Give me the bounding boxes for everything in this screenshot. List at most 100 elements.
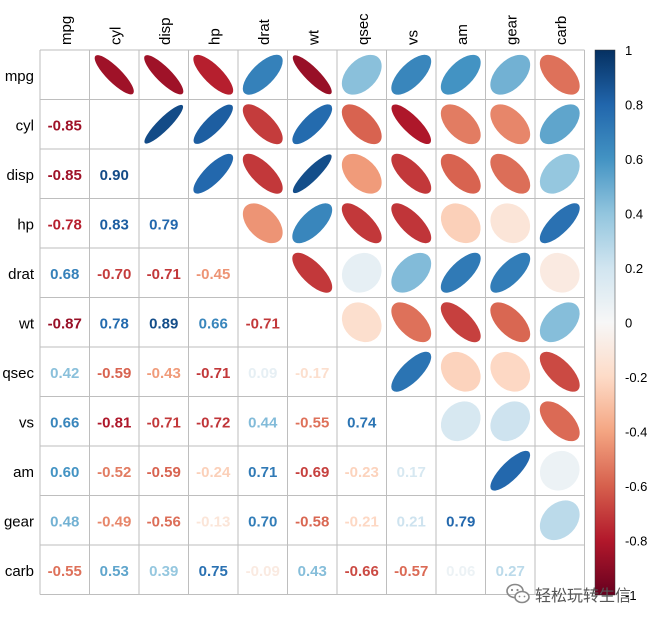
coef-carb-mpg: -0.55 (48, 563, 82, 580)
ellipse-am-gear (490, 450, 531, 491)
ellipse-cyl-qsec (341, 104, 382, 145)
ellipse-disp-gear (490, 153, 531, 194)
col-label-gear: gear (503, 15, 520, 45)
ellipse-disp-hp (193, 153, 234, 194)
coef-gear-disp: -0.56 (147, 513, 181, 530)
coef-am-drat: 0.71 (248, 464, 277, 481)
coef-qsec-mpg: 0.42 (50, 365, 79, 382)
coef-gear-drat: 0.70 (248, 513, 277, 530)
ellipse-mpg-carb (539, 54, 580, 95)
col-label-vs: vs (404, 30, 421, 45)
matrix-grid (39, 49, 585, 595)
matrix-cells: -0.85 -0.85 0.90 -0.78 0.83 0.79 0.68 -0.70 -0.7… (48, 54, 580, 580)
legend-tick-label: 0 (625, 316, 632, 331)
coef-carb-hp: 0.75 (199, 563, 228, 580)
color-legend: 1 0.8 0.6 0.4 0.2 0 -0.2 -0.4 -0.6 -0.8 -1 (594, 43, 647, 603)
coef-drat-cyl: -0.70 (97, 266, 131, 283)
ellipse-gear-carb (539, 500, 580, 541)
column-labels: mpg cyl disp hp drat wt qsec vs am gear carb (58, 13, 570, 46)
ellipse-am-carb (539, 450, 580, 491)
legend-tick-label: -0.2 (625, 370, 647, 385)
coef-carb-wt: 0.43 (298, 563, 327, 580)
ellipse-disp-drat (242, 153, 283, 194)
ellipse-qsec-gear (490, 351, 531, 392)
coef-am-cyl: -0.52 (97, 464, 131, 481)
row-label-mpg: mpg (5, 68, 34, 85)
ellipse-wt-carb (539, 302, 580, 343)
ellipse-mpg-disp (144, 55, 184, 95)
coef-am-wt: -0.69 (295, 464, 329, 481)
legend-tick-label: -0.8 (625, 534, 647, 549)
coef-hp-mpg: -0.78 (48, 216, 82, 233)
coef-carb-am: 0.06 (446, 563, 475, 580)
ellipse-drat-vs (391, 252, 432, 293)
row-label-disp: disp (6, 167, 34, 184)
coef-qsec-wt: -0.17 (295, 365, 329, 382)
ellipse-drat-wt (292, 252, 333, 293)
coef-am-mpg: 0.60 (50, 464, 79, 481)
row-label-drat: drat (8, 266, 35, 283)
legend-tick-label: -0.6 (625, 479, 647, 494)
ellipse-vs-carb (539, 401, 580, 442)
watermark: 轻松玩转生信 (506, 581, 631, 607)
legend-colorbar (594, 49, 616, 596)
legend-tick-label: 0.8 (625, 98, 643, 113)
coef-carb-cyl: 0.53 (100, 563, 129, 580)
ellipse-mpg-gear (490, 54, 531, 95)
coef-gear-mpg: 0.48 (50, 513, 79, 530)
ellipse-disp-carb (539, 153, 580, 194)
coef-gear-wt: -0.58 (295, 513, 329, 530)
coef-vs-disp: -0.71 (147, 414, 181, 431)
row-label-am: am (13, 464, 34, 481)
ellipse-hp-gear (490, 203, 531, 244)
col-label-drat: drat (256, 18, 273, 45)
col-label-mpg: mpg (58, 16, 75, 45)
ellipse-mpg-am (440, 54, 481, 95)
ellipse-mpg-wt (292, 55, 332, 95)
coef-vs-qsec: 0.74 (347, 414, 377, 431)
ellipse-hp-vs (391, 203, 432, 244)
coef-cyl-mpg: -0.85 (48, 117, 82, 134)
coef-qsec-hp: -0.71 (196, 365, 230, 382)
coef-hp-cyl: 0.83 (100, 216, 129, 233)
coef-carb-drat: -0.09 (246, 563, 280, 580)
row-label-carb: carb (5, 563, 34, 580)
ellipse-drat-qsec (341, 252, 382, 293)
coef-vs-hp: -0.72 (196, 414, 230, 431)
ellipse-cyl-gear (490, 104, 531, 145)
row-label-vs: vs (19, 414, 34, 431)
col-label-qsec: qsec (355, 13, 372, 45)
ellipse-vs-am (440, 401, 481, 442)
legend-tick-label: -1 (625, 588, 637, 603)
ellipse-drat-carb (539, 252, 580, 293)
ellipse-qsec-carb (539, 351, 580, 392)
row-label-gear: gear (4, 513, 34, 530)
ellipse-qsec-am (440, 351, 481, 392)
legend-tick-label: 0.4 (625, 207, 643, 222)
ellipse-disp-qsec (341, 153, 382, 194)
ellipse-cyl-vs (391, 104, 432, 145)
coef-carb-qsec: -0.66 (345, 563, 379, 580)
ellipse-disp-vs (391, 153, 432, 194)
ellipse-mpg-drat (242, 54, 283, 95)
ellipse-cyl-carb (539, 104, 580, 145)
coef-qsec-cyl: -0.59 (97, 365, 131, 382)
ellipse-disp-wt (292, 154, 332, 194)
ellipse-cyl-wt (292, 104, 333, 145)
coef-drat-mpg: 0.68 (50, 266, 79, 283)
coef-vs-drat: 0.44 (248, 414, 278, 431)
coef-vs-cyl: -0.81 (97, 414, 131, 431)
coef-wt-disp: 0.89 (149, 315, 178, 332)
coef-disp-mpg: -0.85 (48, 167, 82, 184)
coef-carb-vs: -0.57 (394, 563, 428, 580)
ellipse-mpg-hp (193, 54, 234, 95)
coef-drat-hp: -0.45 (196, 266, 230, 283)
legend-tick-label: 0.2 (625, 261, 643, 276)
ellipse-mpg-qsec (341, 54, 382, 95)
coef-qsec-disp: -0.43 (147, 365, 181, 382)
coef-drat-disp: -0.71 (147, 266, 181, 283)
coef-gear-hp: -0.13 (196, 513, 230, 530)
row-label-cyl: cyl (16, 117, 34, 134)
coef-disp-cyl: 0.90 (100, 167, 129, 184)
